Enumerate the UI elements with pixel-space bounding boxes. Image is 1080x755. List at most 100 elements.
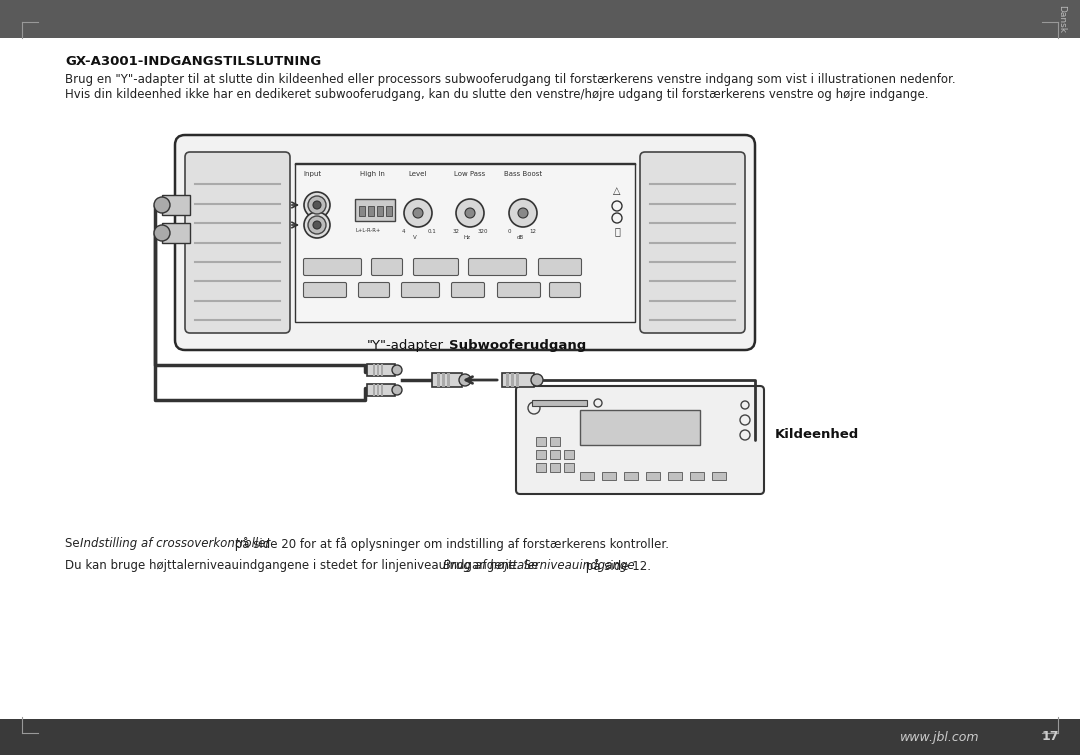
FancyBboxPatch shape <box>498 282 540 297</box>
FancyBboxPatch shape <box>414 258 459 276</box>
Text: L+L-R-R+: L+L-R-R+ <box>355 228 380 233</box>
Circle shape <box>313 201 321 209</box>
FancyBboxPatch shape <box>550 282 581 297</box>
Bar <box>368 206 374 216</box>
Text: 17: 17 <box>1041 731 1058 744</box>
FancyBboxPatch shape <box>185 152 291 333</box>
Bar <box>377 384 379 396</box>
Bar <box>602 472 616 480</box>
Text: Subwooferudgang: Subwooferudgang <box>449 339 586 352</box>
FancyBboxPatch shape <box>539 258 581 276</box>
Bar <box>381 364 383 376</box>
Bar <box>355 199 395 221</box>
Bar <box>564 450 573 459</box>
Circle shape <box>392 385 402 395</box>
Circle shape <box>531 374 543 386</box>
Circle shape <box>154 225 170 241</box>
FancyBboxPatch shape <box>451 282 485 297</box>
Bar <box>367 384 395 396</box>
Bar <box>550 450 561 459</box>
Bar <box>511 373 514 387</box>
FancyBboxPatch shape <box>516 386 764 494</box>
Text: Dansk: Dansk <box>1057 5 1067 33</box>
Bar <box>377 364 379 376</box>
Circle shape <box>404 199 432 227</box>
Circle shape <box>509 199 537 227</box>
Bar <box>373 384 375 396</box>
Bar <box>373 364 375 376</box>
Bar <box>550 437 561 446</box>
Circle shape <box>303 212 330 238</box>
Text: dB: dB <box>517 235 524 240</box>
Circle shape <box>308 216 326 234</box>
Bar <box>377 206 383 216</box>
FancyBboxPatch shape <box>175 135 755 350</box>
Bar <box>295 163 635 322</box>
Text: Kildeenhed: Kildeenhed <box>775 429 860 442</box>
Bar <box>502 373 534 387</box>
Bar <box>381 384 383 396</box>
Bar <box>162 223 190 243</box>
Text: 0: 0 <box>508 229 512 234</box>
Bar <box>0 0 1080 38</box>
Bar <box>507 373 509 387</box>
Text: 320: 320 <box>478 229 488 234</box>
FancyBboxPatch shape <box>372 258 403 276</box>
Circle shape <box>308 196 326 214</box>
Bar <box>0 719 1080 755</box>
Circle shape <box>465 208 475 218</box>
FancyBboxPatch shape <box>640 152 745 333</box>
Bar <box>624 472 638 480</box>
Text: på side 20 for at få oplysninger om indstilling af forstærkerens kontroller.: på side 20 for at få oplysninger om inds… <box>231 537 670 551</box>
Bar <box>447 373 450 387</box>
Text: V: V <box>413 235 417 240</box>
Text: "Y"-adapter: "Y"-adapter <box>366 339 444 352</box>
Bar <box>437 373 440 387</box>
Circle shape <box>392 365 402 375</box>
Bar <box>580 410 700 445</box>
Bar <box>646 472 660 480</box>
Text: www.jbl.com: www.jbl.com <box>901 731 980 744</box>
Bar <box>669 472 681 480</box>
Circle shape <box>459 374 471 386</box>
Text: Brug en "Y"-adapter til at slutte din kildeenhed eller processors subwooferudgan: Brug en "Y"-adapter til at slutte din ki… <box>65 73 956 86</box>
Text: 4: 4 <box>402 229 405 234</box>
Bar <box>432 373 462 387</box>
Circle shape <box>303 192 330 218</box>
Bar <box>536 437 546 446</box>
Bar <box>367 364 395 376</box>
Text: Input: Input <box>303 171 321 177</box>
Bar <box>359 206 365 216</box>
Bar <box>712 472 726 480</box>
FancyBboxPatch shape <box>359 282 390 297</box>
Text: Du kan bruge højttalerniveauindgangene i stedet for linjeniveauindgangene. Se: Du kan bruge højttalerniveauindgangene i… <box>65 559 542 572</box>
Text: △: △ <box>613 186 621 196</box>
Bar <box>516 373 519 387</box>
Bar <box>564 463 573 472</box>
Text: Level: Level <box>409 171 428 177</box>
FancyBboxPatch shape <box>303 258 362 276</box>
Bar <box>442 373 445 387</box>
Text: Low Pass: Low Pass <box>455 171 486 177</box>
Text: 12: 12 <box>529 229 536 234</box>
FancyBboxPatch shape <box>469 258 527 276</box>
Circle shape <box>518 208 528 218</box>
Bar <box>550 463 561 472</box>
Bar <box>690 472 704 480</box>
Text: High In: High In <box>360 171 384 177</box>
FancyBboxPatch shape <box>303 282 347 297</box>
Circle shape <box>313 221 321 229</box>
Bar <box>386 206 392 216</box>
FancyBboxPatch shape <box>402 282 440 297</box>
Text: 0.1: 0.1 <box>428 229 436 234</box>
Text: Bass Boost: Bass Boost <box>504 171 542 177</box>
Circle shape <box>154 197 170 213</box>
Text: Hvis din kildeenhed ikke har en dedikeret subwooferudgang, kan du slutte den ven: Hvis din kildeenhed ikke har en dedikere… <box>65 88 929 101</box>
Text: Brug af højttalerniveauindgange: Brug af højttalerniveauindgange <box>443 559 635 572</box>
Bar <box>536 450 546 459</box>
Text: ⏻: ⏻ <box>615 226 620 236</box>
Bar <box>532 400 588 406</box>
Text: GX-A3001-INDGANGSTILSLUTNING: GX-A3001-INDGANGSTILSLUTNING <box>65 55 321 68</box>
Bar <box>580 472 594 480</box>
Bar <box>536 463 546 472</box>
